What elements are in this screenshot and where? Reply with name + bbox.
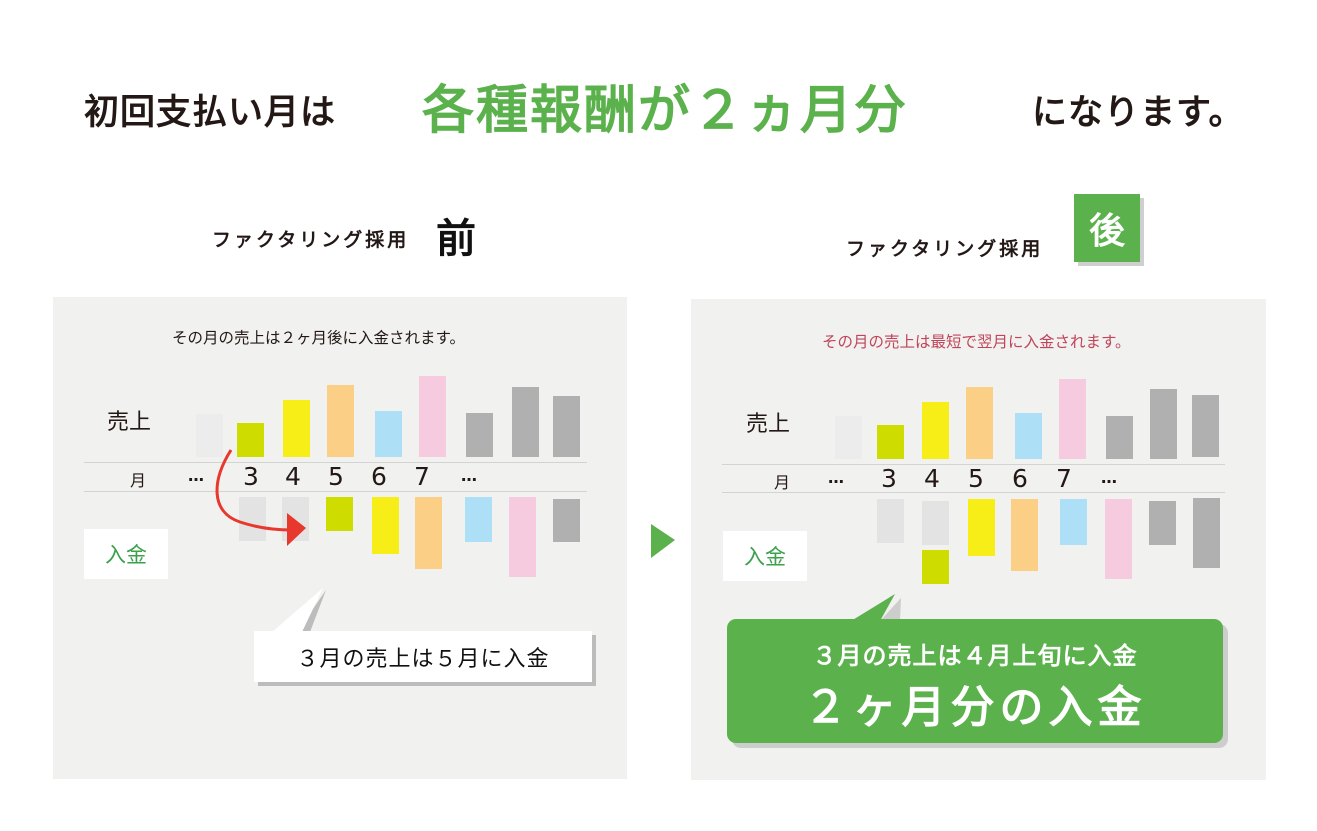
after-sales-bar <box>1106 416 1133 459</box>
after-callout-line1: ３月の売上は４月上旬に入金 <box>812 642 1138 670</box>
before-sales-bar-3 <box>237 423 264 457</box>
after-month-7: 7 <box>1056 464 1072 493</box>
after-callout: ３月の売上は４月上旬に入金 ２ヶ月分の入金 <box>727 619 1223 743</box>
after-badge-label: 後 <box>1088 211 1125 252</box>
before-payment-bar <box>465 497 492 542</box>
before-sales-bar-5 <box>327 385 354 457</box>
after-payment-bar <box>1193 498 1220 568</box>
before-payment-bar-7 <box>415 497 442 569</box>
after-sales-bar <box>1192 395 1219 457</box>
before-sales-bar-7 <box>419 376 446 457</box>
after-axis-top <box>722 464 1225 465</box>
after-sales-label: 売上 <box>746 412 791 437</box>
after-month-6: 6 <box>1012 464 1028 493</box>
after-sales-bar <box>1150 389 1177 459</box>
after-month-4: 4 <box>924 464 940 493</box>
before-sales-bar <box>196 414 223 457</box>
before-sales-bar <box>553 396 580 457</box>
before-sales-label: 売上 <box>107 410 152 435</box>
after-badge: 後 <box>1074 194 1140 262</box>
before-sales-bar <box>512 387 539 457</box>
after-payment-bar-3 <box>877 499 904 543</box>
before-month-5: 5 <box>328 462 344 491</box>
before-payment-bar <box>509 497 536 577</box>
after-payment-label: 入金 <box>744 545 786 569</box>
after-month-ellipsis-end: … <box>1101 468 1118 487</box>
after-payment-bar-6 <box>1011 499 1038 571</box>
before-payment-label-box: 入金 <box>84 529 168 579</box>
before-sales-bar-4 <box>283 400 310 457</box>
before-subtitle: ファクタリング採用 <box>212 229 410 251</box>
after-payment-bar-7 <box>1060 499 1087 545</box>
before-callout-text: ３月の売上は５月に入金 <box>296 646 550 672</box>
after-month-label: 月 <box>774 473 791 492</box>
before-month-label: 月 <box>130 471 147 490</box>
before-month-7: 7 <box>414 462 430 491</box>
after-sales-bar-7 <box>1059 379 1086 459</box>
after-payment-bar <box>1105 499 1132 579</box>
after-sales-bar-3 <box>877 425 904 459</box>
headline: 初回支払い月は 各種報酬が２ヵ月分 になります。 <box>0 62 1317 142</box>
before-month-3: 3 <box>243 462 259 491</box>
after-payment-bar-4 <box>922 501 949 545</box>
before-payment-bar-5 <box>326 497 353 531</box>
after-sales-bar-4 <box>922 402 949 459</box>
before-payment-label: 入金 <box>105 543 147 567</box>
before-payment-bar-3 <box>239 497 266 541</box>
headline-suffix: になります。 <box>1032 93 1245 133</box>
after-axis-bottom <box>722 492 1225 493</box>
before-sales-bar <box>466 413 493 457</box>
after-caption: その月の売上は最短で翌月に入金されます。 <box>822 333 1131 351</box>
before-month-ellipsis-start: … <box>188 466 205 485</box>
headline-prefix: 初回支払い月は <box>84 93 337 133</box>
after-month-5: 5 <box>968 464 984 493</box>
headline-emphasis: 各種報酬が２ヵ月分 <box>422 81 909 141</box>
before-caption: その月の売上は２ヶ月後に入金されます。 <box>172 329 465 347</box>
before-axis-top <box>84 462 587 463</box>
after-sales-bar-6 <box>1015 413 1042 459</box>
before-badge: 前 <box>436 216 476 262</box>
after-month-3: 3 <box>881 464 897 493</box>
after-sales-bar-5 <box>966 387 993 459</box>
after-payment-bar-5 <box>968 499 995 556</box>
before-month-6: 6 <box>371 462 387 491</box>
before-sales-bar-6 <box>375 411 402 457</box>
after-sales-bar <box>835 416 862 459</box>
after-month-ellipsis-start: … <box>828 468 845 487</box>
before-month-ellipsis-end: … <box>461 466 478 485</box>
before-month-4: 4 <box>285 462 301 491</box>
before-axis-bottom <box>84 491 587 492</box>
after-payment-label-box: 入金 <box>723 531 807 581</box>
before-payment-bar <box>553 499 580 542</box>
after-callout-line2: ２ヶ月分の入金 <box>803 682 1147 733</box>
before-callout: ３月の売上は５月に入金 <box>254 631 592 682</box>
after-payment-bar <box>1149 501 1176 545</box>
after-subtitle: ファクタリング採用 <box>846 238 1044 260</box>
before-payment-bar-6 <box>372 497 399 554</box>
after-payment-bar-4-extra <box>922 550 949 584</box>
